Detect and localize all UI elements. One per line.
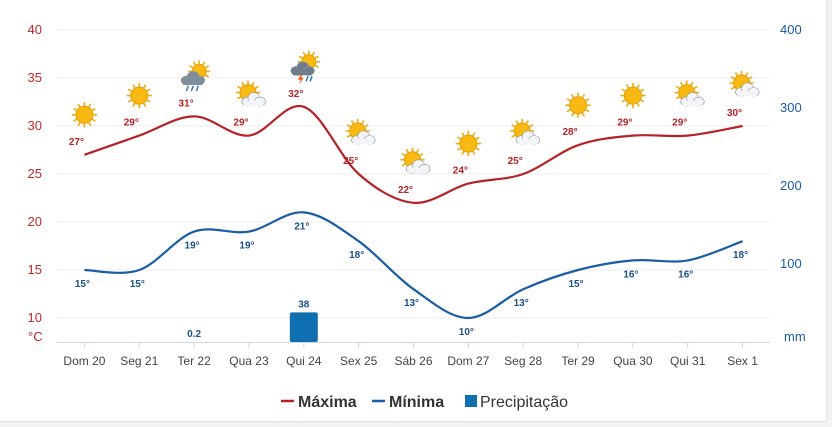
min-data-label: 16° — [623, 269, 638, 280]
x-tick-label: Qui 24 — [286, 354, 322, 368]
legend-item-max[interactable]: Máxima — [281, 394, 357, 411]
max-data-label: 27° — [69, 137, 84, 148]
legend: Máxima Mínima Precipitação — [281, 394, 568, 411]
precip-data-label: 0.2 — [187, 329, 201, 340]
max-data-label: 29° — [233, 118, 248, 129]
left-tick-label: 30 — [28, 118, 42, 133]
min-data-label: 18° — [349, 250, 364, 261]
min-data-label: 16° — [678, 269, 693, 280]
min-temperature-line[interactable] — [84, 211, 743, 320]
right-axis-unit: mm — [784, 329, 806, 344]
sun-icon — [126, 82, 153, 109]
x-tick-label: Qui 31 — [670, 354, 706, 368]
max-data-label: 30° — [727, 108, 742, 119]
max-data-label: 29° — [672, 118, 687, 129]
x-tick-label: Sex 25 — [340, 354, 378, 368]
sun-rain-cloud-icon — [180, 60, 211, 92]
right-axis-ticks: 100 200 300 400 — [780, 22, 802, 271]
legend-item-min[interactable]: Mínima — [372, 394, 444, 411]
sun-icon — [565, 92, 591, 118]
legend-precip-swatch — [465, 395, 477, 407]
left-tick-label: 25 — [28, 166, 42, 181]
min-data-label: 13° — [514, 298, 529, 309]
min-data-label: 19° — [185, 241, 200, 252]
max-data-label: 25° — [508, 156, 523, 167]
precip-bar[interactable] — [289, 312, 318, 342]
x-tick-label: Ter 22 — [177, 354, 211, 368]
left-tick-label: 15 — [28, 262, 42, 277]
sun-cloud-icon — [509, 118, 540, 145]
sun-cloud-icon — [729, 70, 760, 97]
x-tick-label: Sáb 26 — [394, 354, 432, 368]
right-tick-label: 200 — [780, 178, 802, 193]
right-tick-label: 300 — [780, 100, 802, 115]
x-tick-label: Dom 27 — [447, 354, 489, 368]
min-data-label: 18° — [733, 250, 748, 261]
x-tick-label: Qua 30 — [613, 354, 653, 368]
right-tick-label: 100 — [780, 256, 802, 271]
max-data-label: 31° — [179, 98, 194, 109]
sun-cloud-icon — [674, 80, 705, 107]
x-axis-labels: Dom 20 Seg 21 Ter 22 Qua 23 Qui 24 Sex 25 Sáb … — [63, 342, 758, 368]
max-temperature-line[interactable] — [84, 104, 743, 204]
min-data-label: 13° — [404, 298, 419, 309]
data-labels: 0.2 38 27° 29° 31° 29° 32° 25° 22° 24° 25° 28° 29° 29… — [69, 89, 748, 340]
x-tick-label: Ter 29 — [561, 354, 595, 368]
sun-icon — [455, 130, 482, 157]
right-tick-label: 400 — [780, 22, 802, 37]
precipitation-bars — [289, 312, 318, 342]
left-tick-label: 20 — [28, 214, 42, 229]
max-data-label: 29° — [617, 118, 632, 129]
left-axis-unit: °C — [28, 329, 43, 344]
sun-cloud-icon — [345, 118, 376, 145]
left-tick-label: 10 — [28, 310, 42, 325]
sun-cloud-icon — [400, 147, 431, 174]
legend-min-label: Mínima — [389, 394, 444, 411]
max-data-label: 25° — [343, 156, 358, 167]
left-tick-label: 35 — [28, 70, 42, 85]
x-tick-label: Seg 21 — [120, 354, 158, 368]
weather-icons — [71, 50, 760, 174]
legend-item-precip[interactable]: Precipitação — [465, 394, 568, 411]
sun-icon — [620, 82, 646, 109]
thunderstorm-icon — [290, 50, 321, 85]
min-data-label: 15° — [75, 279, 90, 290]
x-tick-label: Dom 20 — [63, 354, 105, 368]
max-data-label: 28° — [562, 127, 577, 138]
temperature-chart: 10 15 20 25 30 35 40 100 200 300 400 °C mm 0.2 38 2… — [28, 22, 806, 411]
max-data-label: 22° — [398, 185, 413, 196]
min-data-label: 21° — [294, 221, 309, 232]
legend-precip-label: Precipitação — [480, 394, 568, 411]
left-tick-label: 40 — [28, 22, 42, 37]
x-tick-label: Qua 23 — [229, 354, 269, 368]
sun-icon — [71, 102, 98, 128]
sun-cloud-icon — [235, 80, 266, 107]
min-data-label: 10° — [459, 327, 474, 338]
min-data-label: 19° — [239, 241, 254, 252]
max-data-label: 24° — [453, 166, 468, 177]
left-axis-ticks: 10 15 20 25 30 35 40 — [28, 22, 42, 325]
max-data-label: 32° — [288, 89, 303, 100]
grid-lines — [57, 29, 770, 343]
min-data-label: 15° — [568, 279, 583, 290]
min-data-label: 15° — [130, 279, 145, 290]
max-data-label: 29° — [124, 118, 139, 129]
x-tick-label: Sex 1 — [727, 354, 758, 368]
temperature-lines — [84, 104, 743, 320]
x-tick-label: Seg 28 — [504, 354, 542, 368]
legend-max-label: Máxima — [298, 394, 357, 411]
precip-data-label: 38 — [298, 299, 310, 310]
